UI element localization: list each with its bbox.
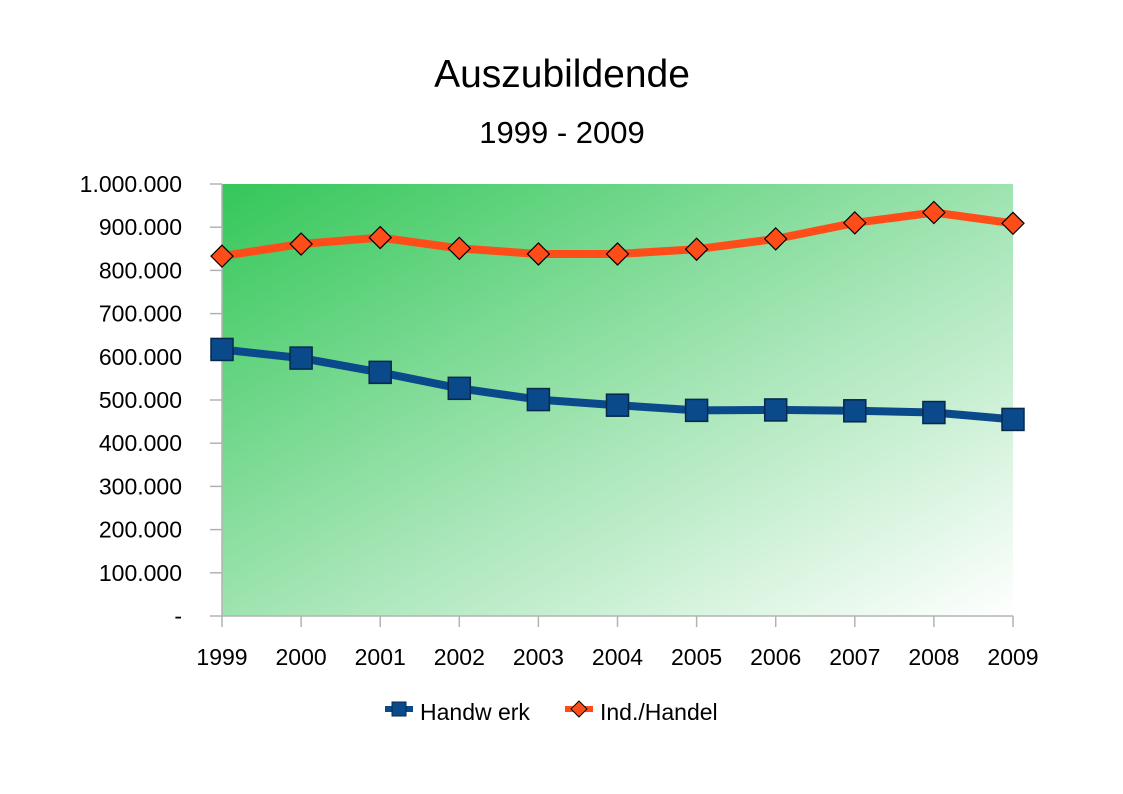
legend-marker-ind-handel (570, 700, 588, 718)
legend-item-handwerk: Handw erk (385, 699, 530, 725)
x-tick-label: 2002 (434, 644, 485, 670)
data-point-handw-erk-2003 (526, 387, 551, 412)
x-tick-label: 2006 (750, 644, 801, 670)
data-point-handw-erk-2006 (763, 398, 788, 422)
legend-label-ind-handel: Ind./Handel (600, 699, 718, 725)
data-point-handw-erk-2004 (605, 393, 630, 417)
y-tick-label: 400.000 (99, 430, 182, 456)
chart-title: Auszubildende (434, 53, 690, 96)
x-axis-ticks: 1999 2000 2001 2002 2003 2004 2005 2006 2007 2008… (196, 616, 1039, 670)
x-tick-label: 2007 (829, 644, 880, 670)
legend-item-ind-handel: Ind./Handel (565, 699, 718, 725)
data-point-handw-erk-1999 (210, 337, 234, 362)
data-point-handw-erk-2001 (368, 360, 392, 385)
data-point-handw-erk-2009 (1001, 407, 1025, 432)
legend-marker-handwerk (391, 701, 407, 717)
y-tick-label: 300.000 (99, 473, 182, 499)
x-tick-label: 2003 (513, 644, 564, 670)
data-point-ind-handel-2000 (289, 232, 313, 256)
data-point-handw-erk-2000 (289, 346, 313, 370)
data-point-ind-handel-2002 (447, 236, 472, 261)
legend-label-handwerk: Handw erk (420, 699, 530, 725)
series-handw-erk (210, 337, 1025, 432)
y-tick-label: 100.000 (99, 560, 182, 586)
data-point-ind-handel-1999 (210, 244, 234, 268)
x-tick-label: 2004 (592, 644, 643, 670)
data-point-ind-handel-2003 (526, 242, 551, 266)
y-tick-label: - (174, 603, 182, 629)
x-tick-label: 1999 (196, 644, 247, 670)
data-point-ind-handel-2005 (684, 237, 709, 262)
data-point-ind-handel-2009 (1001, 211, 1025, 236)
chart-subtitle: 1999 - 2009 (479, 115, 644, 150)
series-ind-handel (210, 200, 1025, 268)
data-point-handw-erk-2008 (922, 400, 946, 425)
data-point-handw-erk-2005 (684, 398, 709, 423)
x-tick-label: 2000 (276, 644, 327, 670)
y-axis-ticks: - 100.000 200.000 300.000 400.000 500.000 600.… (80, 171, 222, 629)
series-layer (210, 200, 1025, 432)
y-tick-label: 800.000 (99, 257, 182, 283)
y-tick-label: 500.000 (99, 387, 182, 413)
data-point-ind-handel-2004 (605, 242, 630, 266)
x-tick-label: 2005 (671, 644, 722, 670)
x-tick-label: 2009 (987, 644, 1038, 670)
data-point-handw-erk-2007 (843, 399, 867, 423)
legend: Handw erk Ind./Handel (385, 699, 718, 725)
data-point-ind-handel-2006 (763, 227, 788, 251)
y-tick-label: 1.000.000 (80, 171, 182, 197)
y-tick-label: 600.000 (99, 344, 182, 370)
data-point-ind-handel-2008 (922, 200, 946, 225)
data-point-ind-handel-2007 (842, 211, 867, 235)
y-tick-label: 200.000 (99, 517, 182, 543)
y-tick-label: 700.000 (99, 301, 182, 327)
data-point-handw-erk-2002 (447, 376, 472, 401)
x-tick-label: 2008 (908, 644, 959, 670)
y-tick-label: 900.000 (99, 214, 182, 240)
data-point-ind-handel-2001 (368, 225, 393, 250)
x-tick-label: 2001 (355, 644, 406, 670)
